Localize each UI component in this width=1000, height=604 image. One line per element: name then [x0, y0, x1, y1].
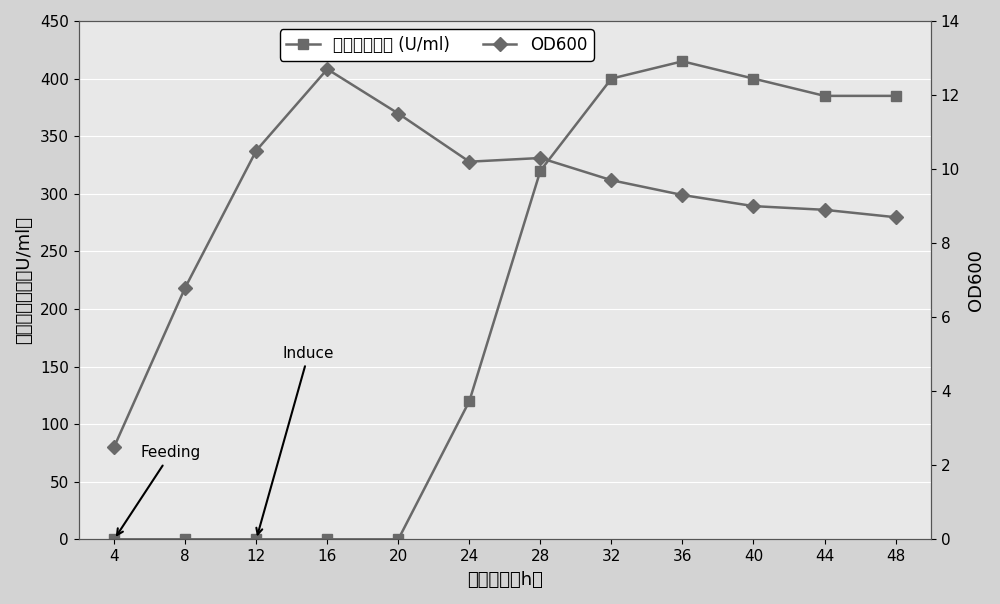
角蛋白酶酶活 (U/ml)	[676, 58, 688, 65]
OD600	[605, 176, 617, 184]
OD600	[392, 110, 404, 117]
OD600	[747, 202, 759, 210]
OD600	[108, 443, 120, 451]
角蛋白酶酶活 (U/ml)	[321, 536, 333, 543]
Line: OD600: OD600	[109, 64, 900, 452]
角蛋白酶酶活 (U/ml)	[250, 536, 262, 543]
Y-axis label: 角蛋白酶酶活（U/ml）: 角蛋白酶酶活（U/ml）	[15, 216, 33, 344]
角蛋白酶酶活 (U/ml)	[534, 167, 546, 175]
角蛋白酶酶活 (U/ml)	[747, 75, 759, 82]
角蛋白酶酶活 (U/ml)	[605, 75, 617, 82]
角蛋白酶酶活 (U/ml)	[108, 536, 120, 543]
角蛋白酶酶活 (U/ml)	[463, 397, 475, 405]
角蛋白酶酶活 (U/ml)	[179, 536, 191, 543]
X-axis label: 发酵时间（h）: 发酵时间（h）	[467, 571, 543, 589]
OD600	[890, 214, 902, 221]
OD600	[463, 158, 475, 165]
OD600	[250, 147, 262, 154]
角蛋白酶酶活 (U/ml)	[819, 92, 831, 100]
Text: Feeding: Feeding	[117, 445, 201, 535]
角蛋白酶酶活 (U/ml)	[392, 536, 404, 543]
OD600	[676, 191, 688, 199]
Line: 角蛋白酶酶活 (U/ml): 角蛋白酶酶活 (U/ml)	[109, 56, 900, 544]
Text: Induce: Induce	[256, 346, 334, 535]
OD600	[179, 284, 191, 291]
Y-axis label: OD600: OD600	[967, 249, 985, 311]
Legend: 角蛋白酶酶活 (U/ml), OD600: 角蛋白酶酶活 (U/ml), OD600	[280, 30, 594, 60]
OD600	[321, 65, 333, 72]
OD600	[819, 206, 831, 213]
OD600	[534, 155, 546, 162]
角蛋白酶酶活 (U/ml)	[890, 92, 902, 100]
